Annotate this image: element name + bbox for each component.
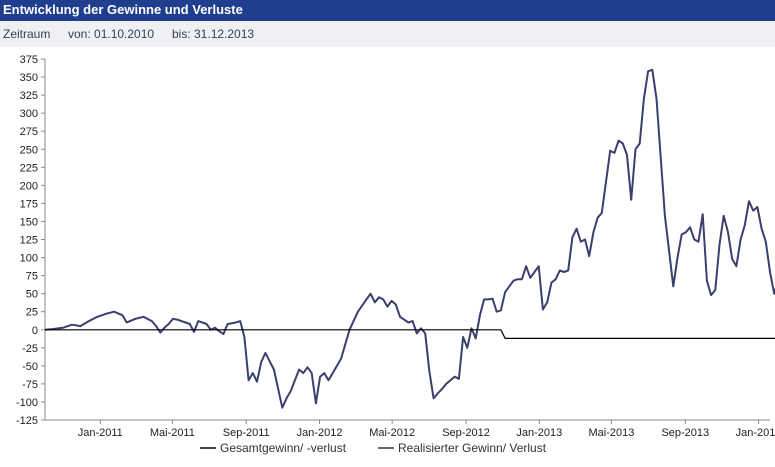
y-tick-label: -125 [16,415,38,427]
series-line-realisiert [45,329,775,339]
y-tick-label: 200 [20,180,38,192]
y-tick-label: 275 [20,126,38,138]
x-tick-label: Jan-2011 [78,427,123,439]
y-tick-label: 325 [20,90,38,102]
report-title: Entwicklung der Gewinne und Verluste [3,2,243,17]
y-tick-label: 250 [20,144,38,156]
y-tick-label: 175 [20,198,38,210]
y-tick-label: 300 [20,108,38,120]
y-tick-label: 100 [20,253,38,265]
y-tick-label: 125 [20,235,38,247]
y-tick-label: 150 [20,216,38,228]
x-tick-label: Mai-2013 [588,427,634,439]
x-tick-label: Sep-2012 [442,427,490,439]
y-tick-label: 350 [20,72,38,84]
series-line-gesamtgewinn [44,68,775,409]
y-tick-label: 375 [20,54,38,66]
x-tick-label: Mai-2012 [369,427,415,439]
y-tick-label: -25 [22,343,38,355]
legend-entry: Gesamtgewinn/ -verlust [220,441,347,455]
y-tick-label: 25 [26,307,38,319]
period-from: von: 01.10.2010 [68,27,155,41]
x-tick-label: Jan-2012 [297,427,343,439]
legend-entry: Realisierter Gewinn/ Verlust [398,441,547,455]
y-tick-label: 0 [32,325,38,337]
chart-container: 375 350 325 300 275 250 225 200 175 150 125 100 75 50… [0,47,775,462]
profit-loss-chart: 3753503253002752502252001751501251007550… [16,54,775,455]
y-tick-label: 50 [26,289,38,301]
x-tick-label: Mai-2011 [150,427,195,439]
y-tick-label: -100 [16,397,38,409]
y-tick-label: 225 [20,162,38,174]
y-tick-label: -75 [22,379,38,391]
x-tick-label: Jan-2014 [736,427,775,439]
y-tick-label: 75 [26,271,38,283]
x-tick-label: Sep-2011 [223,427,270,439]
period-bar: Zeitraum von: 01.10.2010 bis: 31.12.2013 [0,21,775,47]
period-label: Zeitraum [3,27,51,41]
x-tick-label: Sep-2013 [661,427,709,439]
x-tick-label: Jan-2013 [516,427,562,439]
period-to: bis: 31.12.2013 [172,27,255,41]
report-header: Entwicklung der Gewinne und Verluste [0,0,775,21]
y-tick-label: -50 [22,361,38,373]
